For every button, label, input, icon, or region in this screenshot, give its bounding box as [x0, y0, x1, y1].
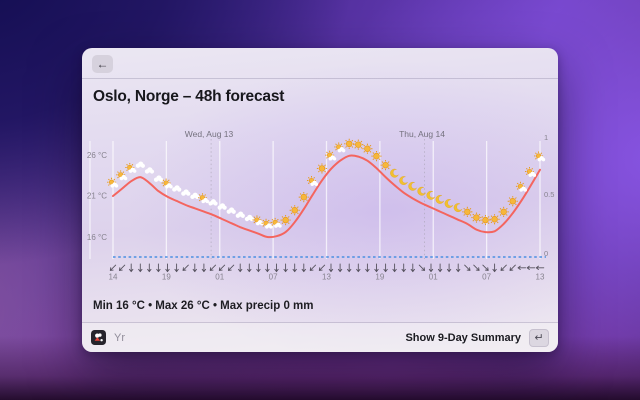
weather-icon-c — [172, 185, 182, 192]
svg-text:19: 19 — [375, 273, 384, 282]
weather-icon-pc — [107, 177, 119, 188]
window-topbar: ← — [82, 48, 558, 79]
weather-icon-m — [399, 176, 408, 185]
weather-icon-m — [435, 195, 445, 204]
page-title: Oslo, Norge – 48h forecast — [93, 88, 285, 105]
weather-icon-s — [289, 205, 300, 216]
weather-icon-pc — [534, 151, 546, 162]
weather-icon-s — [362, 143, 373, 154]
svg-text:07: 07 — [482, 273, 491, 282]
weather-icon-c — [226, 207, 236, 214]
weather-icon-m — [453, 203, 463, 213]
svg-text:19: 19 — [162, 273, 171, 282]
source-label: Yr — [114, 331, 125, 344]
svg-text:0.5: 0.5 — [544, 190, 554, 199]
weather-icon-m — [426, 190, 435, 200]
weather-icon-s — [471, 212, 482, 223]
weather-icon-s — [480, 214, 491, 226]
weather-icon-m — [444, 199, 454, 208]
svg-text:Wed, Aug 13: Wed, Aug 13 — [185, 129, 234, 139]
weather-icon-s — [280, 214, 291, 226]
weather-icon-pc — [252, 215, 264, 226]
svg-text:13: 13 — [536, 273, 545, 282]
weather-icon-c — [144, 167, 155, 174]
weather-icon-s — [353, 139, 364, 150]
back-arrow-icon: ← — [96, 57, 109, 71]
weather-icon-s — [380, 160, 391, 171]
weather-icon-pc — [334, 142, 346, 153]
weather-icon-s — [462, 206, 473, 217]
weather-icon-m — [417, 186, 426, 196]
weather-icon-pc — [515, 181, 528, 192]
back-button[interactable]: ← — [92, 55, 113, 73]
weather-icon-pc — [125, 162, 137, 173]
weather-icon-s — [344, 138, 355, 149]
weather-icon-c — [217, 203, 227, 210]
weather-icon-c — [135, 161, 145, 168]
svg-text:07: 07 — [269, 273, 278, 282]
svg-text:14: 14 — [109, 273, 118, 282]
weather-icon-c — [181, 189, 191, 196]
return-key-hint[interactable]: ↵ — [529, 328, 549, 347]
weather-icon-m — [408, 181, 417, 191]
weather-icon-pc — [306, 176, 319, 186]
svg-text:0: 0 — [544, 249, 548, 258]
weather-icon-s — [298, 192, 309, 203]
weather-icon-pc — [161, 178, 173, 189]
weather-icon-c — [208, 199, 218, 206]
svg-text:16 °C: 16 °C — [87, 233, 107, 242]
weather-icon-s — [507, 196, 518, 207]
weather-icon-s — [371, 151, 382, 162]
svg-text:Thu, Aug 14: Thu, Aug 14 — [399, 129, 445, 139]
weather-icon-pc — [270, 217, 282, 228]
weather-icon-s — [316, 163, 328, 174]
weather-icon-pc — [116, 170, 128, 181]
svg-text:01: 01 — [215, 273, 224, 282]
weather-icon-s — [498, 206, 509, 217]
weather-icon-pc — [197, 193, 210, 204]
footer-bar: Yr Show 9-Day Summary ↵ — [82, 323, 558, 352]
footer-divider — [82, 322, 558, 323]
weather-icon-s — [489, 214, 500, 225]
yr-logo-icon — [91, 330, 106, 345]
forecast-window: ← Oslo, Norge – 48h forecast 14 19 01 07 13 1… — [82, 48, 558, 352]
svg-text:13: 13 — [322, 273, 331, 282]
weather-icon-pc — [325, 150, 337, 161]
svg-text:26 °C: 26 °C — [87, 151, 107, 160]
svg-text:01: 01 — [429, 273, 438, 282]
svg-text:21 °C: 21 °C — [87, 192, 107, 201]
summary-text: Min 16 °C • Max 26 °C • Max precip 0 mm — [93, 300, 314, 312]
weather-icon-c — [235, 211, 245, 218]
weather-icon-pc — [261, 218, 273, 229]
return-key-icon: ↵ — [534, 332, 544, 344]
svg-text:1: 1 — [544, 133, 548, 142]
show-summary-button[interactable]: Show 9-Day Summary — [405, 331, 521, 344]
weather-icon-m — [390, 168, 399, 178]
weather-icon-pc — [525, 167, 537, 177]
weather-icon-c — [153, 175, 164, 182]
